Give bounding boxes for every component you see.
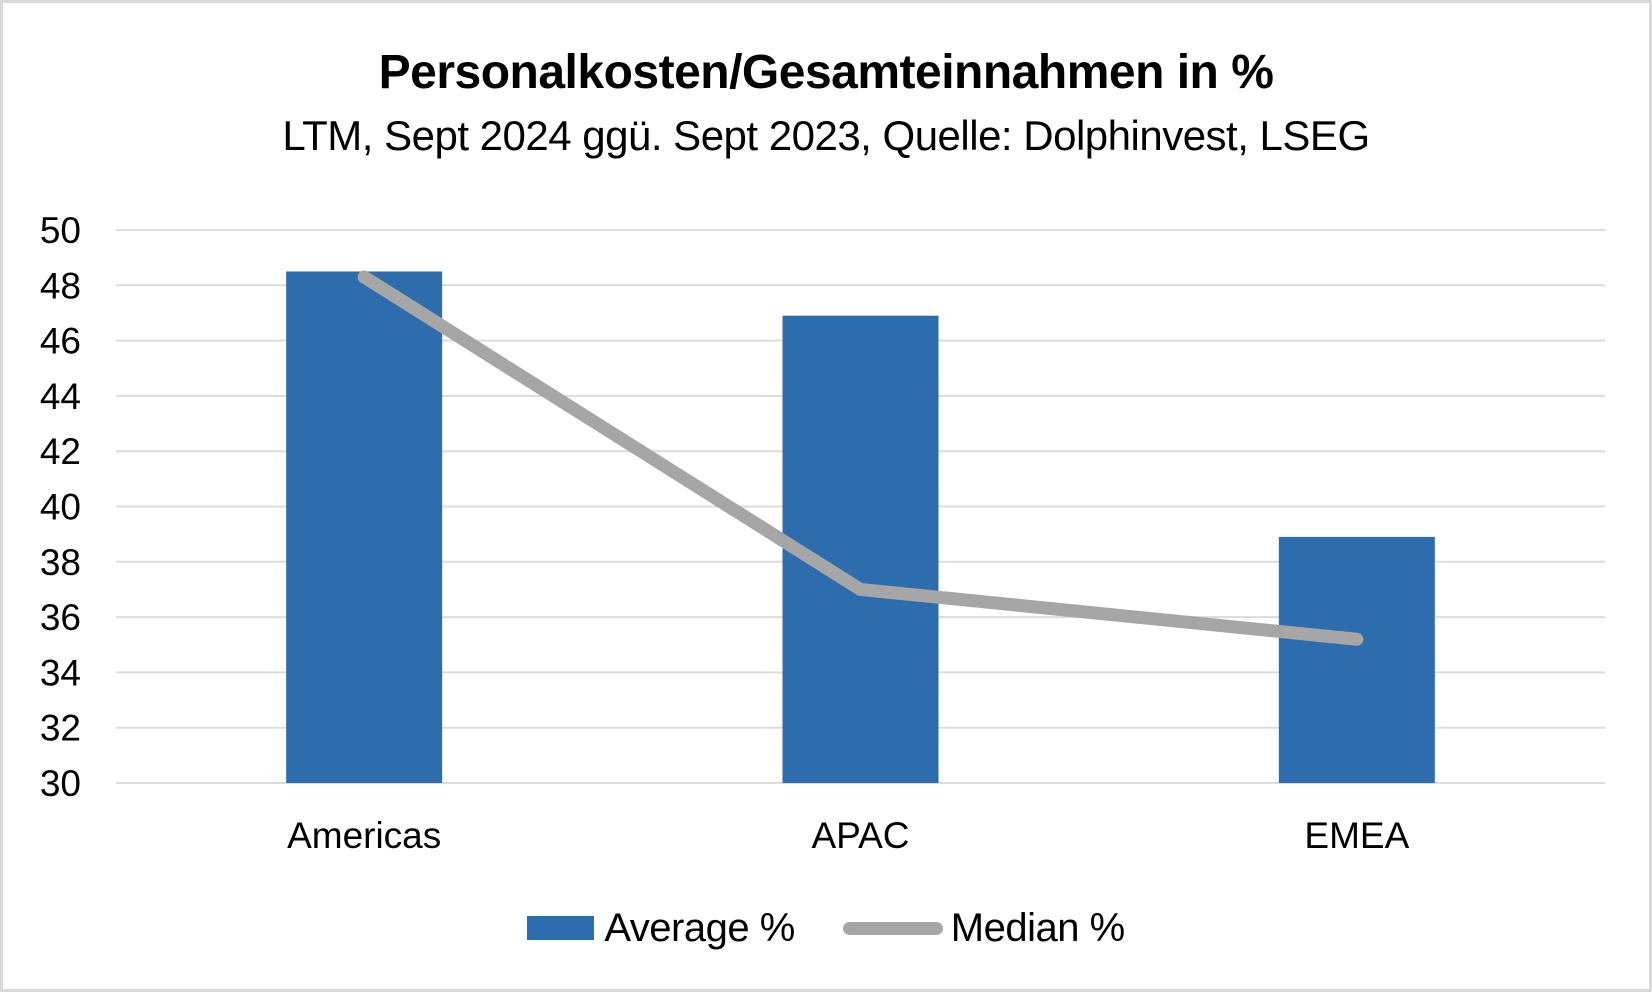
plot-area: 30 32 34 36 38 40 42 44 46 48 50 Americas APAC EMEA [40, 210, 1605, 856]
chart-title: Personalkosten/Gesamteinnahmen in % [378, 46, 1274, 99]
legend-bar-swatch-icon [527, 916, 595, 940]
category-label-americas: Americas [287, 815, 441, 856]
y-axis-tick-label: 46 [40, 321, 81, 362]
y-axis-tick-label: 48 [40, 265, 81, 306]
y-axis-tick-label: 30 [40, 763, 81, 804]
y-axis-tick-label: 42 [40, 431, 81, 472]
y-axis-tick-label: 50 [40, 210, 81, 251]
bar-americas [286, 271, 443, 783]
y-axis-tick-label: 38 [40, 542, 81, 583]
legend-label-average: Average % [604, 905, 795, 950]
y-axis-tick-label: 34 [40, 652, 81, 693]
y-axis-tick-label: 36 [40, 597, 81, 638]
y-axis-tick-label: 44 [40, 376, 81, 417]
chart-subtitle: LTM, Sept 2024 ggü. Sept 2023, Quelle: D… [282, 112, 1370, 159]
y-axis-tick-label: 40 [40, 487, 81, 528]
y-axis-tick-label: 32 [40, 708, 81, 749]
legend: Average % Median % [3, 903, 1649, 953]
category-label-apac: APAC [811, 815, 909, 856]
legend-line-swatch-icon [842, 921, 943, 935]
bar-emea [1278, 536, 1435, 783]
category-label-emea: EMEA [1304, 815, 1409, 856]
legend-label-median: Median % [950, 905, 1125, 950]
median-line [357, 270, 1364, 646]
